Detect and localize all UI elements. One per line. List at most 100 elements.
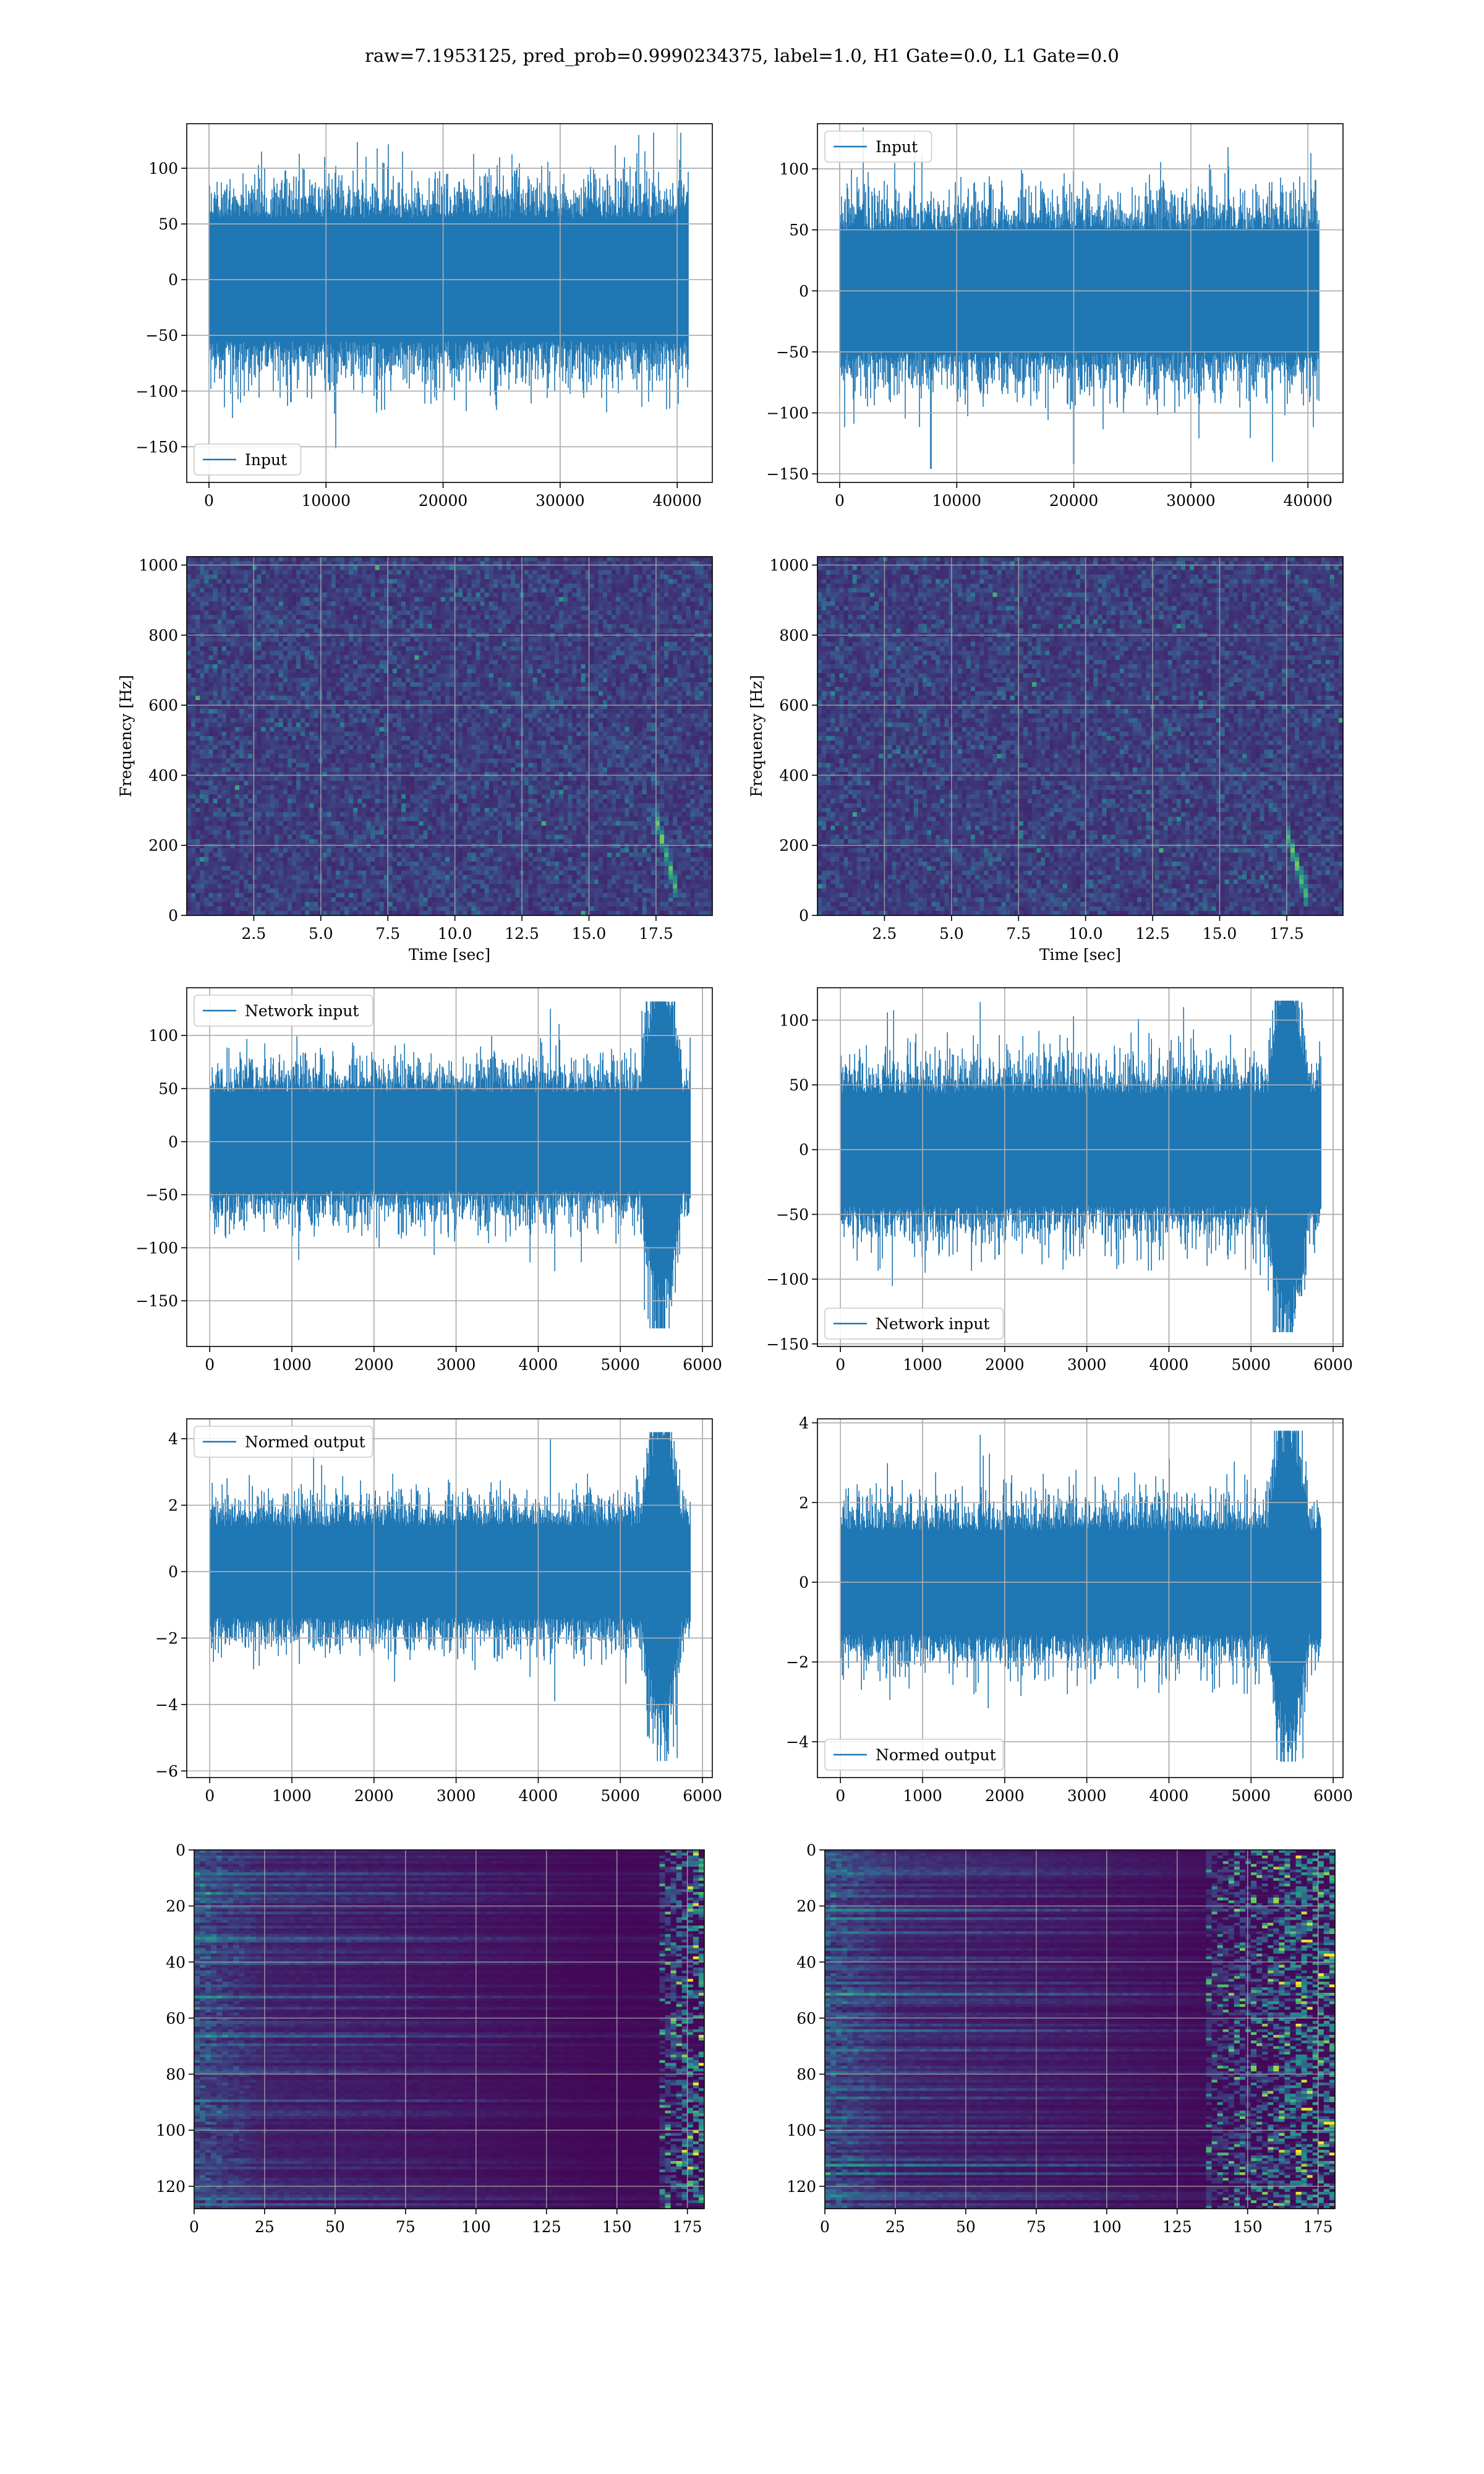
l1-normed-output-ytick-label: 4 [799, 1414, 809, 1432]
l1-spectrogram-xtick-label: 17.5 [1269, 925, 1304, 943]
h1-network-input-xtick-label: 2000 [354, 1356, 394, 1374]
l1-normed-output-xtick-label: 5000 [1231, 1787, 1271, 1805]
l1-spectrogram-xtick-label: 15.0 [1203, 925, 1237, 943]
l1-feature-map-xtick-label: 150 [1233, 2218, 1263, 2236]
h1-network-input-xtick-label: 0 [205, 1356, 215, 1374]
h1-input-ytick-label: 100 [148, 160, 178, 178]
h1-input-legend-label: Input [245, 451, 287, 469]
l1-normed-output-ytick-label: −2 [786, 1653, 809, 1671]
h1-spectrogram-xtick-label: 10.0 [438, 925, 472, 943]
h1-feature-map-ytick-label: 100 [156, 2121, 186, 2139]
h1-input-ytick-label: −50 [145, 327, 178, 345]
h1-normed-output-legend-label: Normed output [245, 1433, 365, 1451]
h1-input-ytick-label: 50 [158, 215, 178, 233]
l1-feature-map-ytick-label: 0 [806, 1841, 816, 1859]
h1-feature-map-xtick-label: 150 [602, 2218, 632, 2236]
h1-spectrogram-xlabel: Time [sec] [409, 946, 490, 964]
l1-spectrogram-xtick-label: 5.0 [939, 925, 964, 943]
h1-normed-output-xtick-label: 0 [205, 1787, 215, 1805]
l1-spectrogram-xtick-label: 12.5 [1135, 925, 1170, 943]
l1-spectrogram-xtick-label: 7.5 [1006, 925, 1031, 943]
l1-normed-output-xtick-label: 6000 [1313, 1787, 1353, 1805]
h1-input-xtick-label: 20000 [419, 492, 468, 510]
l1-input-ytick-label: 50 [789, 221, 809, 239]
h1-spectrogram-xtick-label: 5.0 [309, 925, 333, 943]
l1-feature-map-xtick-label: 50 [956, 2218, 976, 2236]
l1-normed-output-xtick-label: 1000 [903, 1787, 942, 1805]
l1-network-input-xtick-label: 3000 [1067, 1356, 1107, 1374]
l1-network-input-xtick-label: 1000 [903, 1356, 942, 1374]
h1-spectrogram-xtick-label: 17.5 [639, 925, 673, 943]
l1-feature-map-ytick-label: 80 [796, 2066, 816, 2084]
h1-spectrogram-ytick-label: 400 [148, 766, 178, 784]
l1-normed-output-legend-label: Normed output [876, 1746, 996, 1764]
l1-input-xtick-label: 0 [835, 492, 845, 510]
h1-normed-output-ytick-label: −6 [155, 1762, 178, 1780]
h1-normed-output-xtick-label: 3000 [437, 1787, 476, 1805]
l1-feature-map-xtick-label: 0 [820, 2218, 830, 2236]
h1-feature-map-xtick-label: 100 [461, 2218, 491, 2236]
l1-feature-map-ytick-label: 100 [787, 2121, 816, 2139]
h1-spectrogram-xtick-label: 15.0 [572, 925, 607, 943]
h1-feature-map-ytick-label: 120 [156, 2178, 186, 2196]
l1-feature-map-ytick-label: 40 [796, 1953, 816, 1971]
l1-feature-map-image [825, 1850, 1336, 2209]
h1-network-input-ytick-label: −50 [145, 1186, 178, 1204]
h1-network-input-ytick-label: 0 [168, 1133, 178, 1151]
h1-feature-map-xtick-label: 175 [673, 2218, 702, 2236]
l1-network-input-legend: Network input [825, 1308, 1004, 1339]
l1-normed-output-xtick-label: 4000 [1149, 1787, 1189, 1805]
h1-feature-map-image [194, 1850, 705, 2209]
l1-spectrogram-ytick-label: 600 [779, 696, 809, 714]
h1-feature-map-ytick-label: 80 [166, 2066, 186, 2084]
l1-input-legend: Input [825, 131, 932, 162]
h1-network-input-legend-label: Network input [245, 1002, 359, 1020]
h1-normed-output-ytick-label: −2 [155, 1629, 178, 1647]
h1-network-input-ytick-label: −150 [135, 1292, 178, 1310]
l1-spectrogram-ylabel: Frequency [Hz] [748, 675, 765, 797]
h1-input-ytick-label: −150 [135, 438, 178, 456]
h1-input-ytick-label: −100 [135, 382, 178, 400]
h1-network-input-xtick-label: 6000 [683, 1356, 722, 1374]
h1-spectrogram-xtick-label: 12.5 [505, 925, 539, 943]
l1-network-input-ytick-label: 50 [789, 1076, 809, 1094]
l1-input-ytick-label: −100 [766, 404, 809, 422]
l1-normed-output-ytick-label: 0 [799, 1573, 809, 1591]
l1-input-xtick-label: 10000 [932, 492, 982, 510]
h1-network-input-xtick-label: 1000 [272, 1356, 312, 1374]
l1-spectrogram-ytick-label: 1000 [769, 557, 809, 575]
h1-normed-output-xtick-label: 5000 [600, 1787, 640, 1805]
h1-spectrogram-ytick-label: 800 [148, 627, 178, 644]
h1-feature-map-xtick-label: 25 [255, 2218, 275, 2236]
h1-normed-output-xtick-label: 4000 [519, 1787, 558, 1805]
h1-feature-map-ytick-label: 60 [166, 2010, 186, 2027]
l1-feature-map-xtick-label: 100 [1092, 2218, 1122, 2236]
h1-feature-map-ytick-label: 20 [166, 1898, 186, 1915]
l1-network-input-xtick-label: 4000 [1149, 1356, 1189, 1374]
h1-network-input-xtick-label: 5000 [600, 1356, 640, 1374]
l1-normed-output-legend: Normed output [825, 1739, 1004, 1770]
h1-network-input-ytick-label: −100 [135, 1239, 178, 1257]
h1-normed-output-ytick-label: 0 [168, 1563, 178, 1581]
l1-network-input-ytick-label: 0 [799, 1141, 809, 1159]
l1-normed-output-xtick-label: 2000 [985, 1787, 1025, 1805]
l1-normed-output-ytick-label: 2 [799, 1494, 809, 1512]
figure-title: raw=7.1953125, pred_prob=0.9990234375, l… [365, 45, 1119, 67]
l1-spectrogram-xlabel: Time [sec] [1039, 946, 1121, 964]
l1-feature-map-ytick-label: 120 [787, 2178, 816, 2196]
h1-network-input-ytick-label: 100 [148, 1027, 178, 1045]
h1-spectrogram-ylabel: Frequency [Hz] [117, 675, 135, 797]
l1-normed-output-xtick-label: 3000 [1067, 1787, 1107, 1805]
h1-input-legend: Input [194, 444, 301, 475]
h1-normed-output-ytick-label: 4 [168, 1430, 178, 1448]
h1-spectrogram-ytick-label: 1000 [139, 557, 178, 575]
h1-feature-map-xtick-label: 125 [532, 2218, 561, 2236]
l1-network-input-ytick-label: −50 [776, 1205, 809, 1223]
h1-spectrogram-image [187, 557, 713, 916]
l1-spectrogram-image [817, 557, 1344, 916]
h1-spectrogram-ytick-label: 200 [148, 837, 178, 855]
l1-spectrogram-xtick-label: 10.0 [1068, 925, 1103, 943]
l1-network-input-ytick-label: −150 [766, 1335, 809, 1353]
l1-input-xtick-label: 40000 [1283, 492, 1333, 510]
h1-spectrogram-xtick-label: 2.5 [242, 925, 267, 943]
